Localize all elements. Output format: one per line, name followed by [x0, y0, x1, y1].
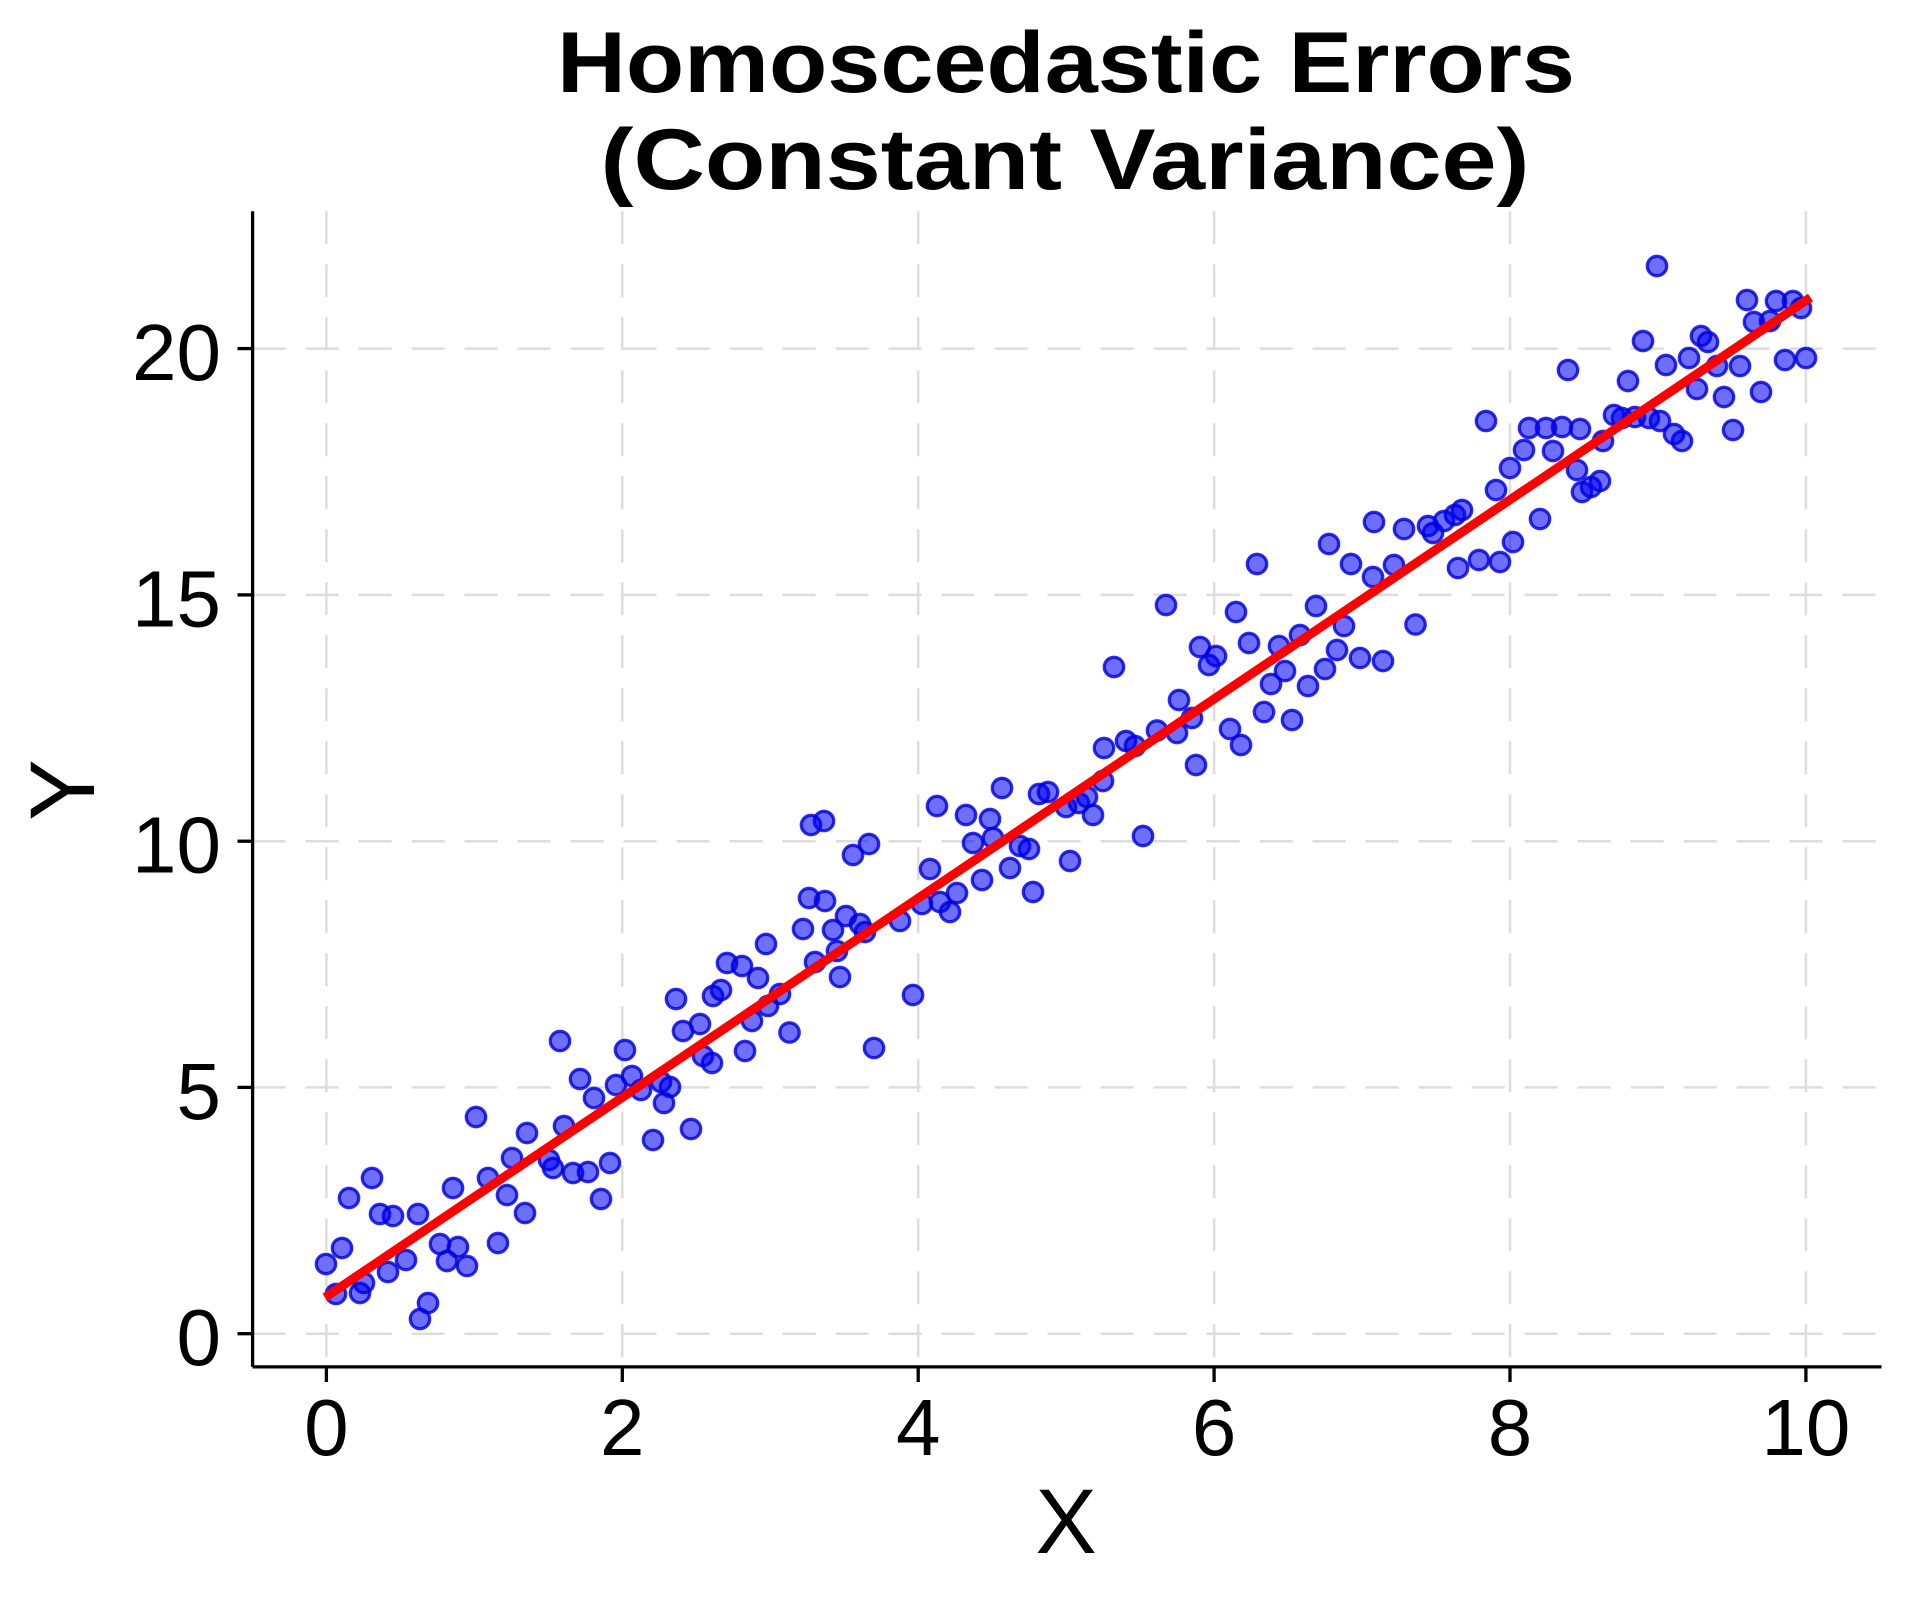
svg-text:X: X: [1035, 1471, 1096, 1573]
svg-text:5: 5: [177, 1047, 222, 1136]
svg-text:4: 4: [896, 1383, 941, 1472]
svg-text:10: 10: [1761, 1383, 1850, 1472]
svg-text:0: 0: [304, 1383, 349, 1472]
svg-text:20: 20: [132, 308, 221, 397]
svg-text:6: 6: [1192, 1383, 1237, 1472]
svg-text:2: 2: [600, 1383, 645, 1472]
svg-text:15: 15: [132, 554, 221, 643]
svg-text:0: 0: [177, 1293, 222, 1382]
svg-text:(Constant Variance): (Constant Variance): [601, 112, 1530, 208]
svg-text:8: 8: [1488, 1383, 1533, 1472]
svg-text:10: 10: [132, 801, 221, 890]
svg-text:Homoscedastic Errors: Homoscedastic Errors: [557, 15, 1575, 111]
svg-text:Y: Y: [12, 759, 114, 820]
